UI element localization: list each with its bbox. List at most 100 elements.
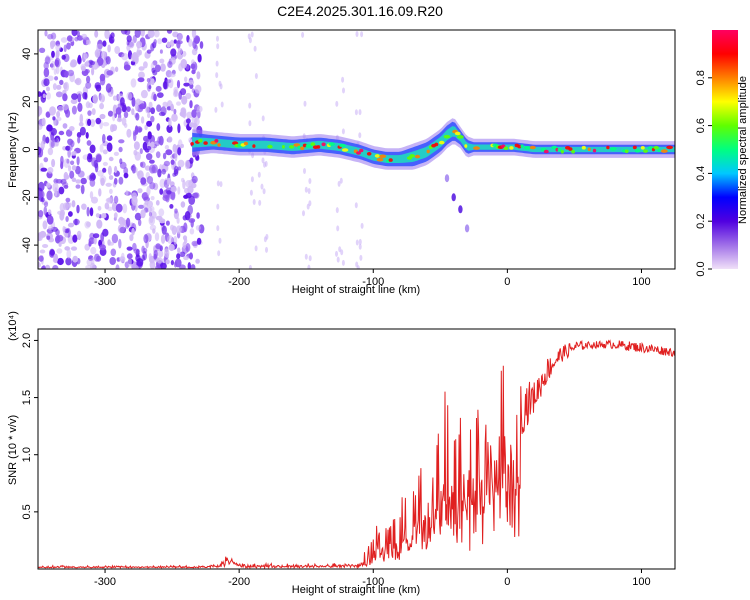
noise-blob (177, 186, 181, 195)
noise-blob (158, 218, 166, 224)
noise-blob (47, 75, 54, 82)
noise-blob (122, 104, 127, 113)
noise-blob (63, 44, 67, 53)
noise-blob (76, 156, 80, 166)
snr-frame (37, 328, 676, 570)
noise-blob (105, 83, 112, 93)
noise-blob (43, 67, 50, 78)
noise-blob (184, 187, 189, 194)
snr-x-axis-label: Height of straight line (km) (292, 584, 420, 596)
faint-streak (308, 178, 312, 184)
noise-blob (64, 246, 70, 251)
noise-blob (46, 92, 51, 100)
noise-blob (179, 111, 184, 117)
noise-blob (80, 184, 85, 195)
noise-blob (180, 58, 188, 69)
spectrogram-y-tick-label: 0 (21, 146, 33, 152)
signal-speckle (217, 143, 221, 147)
secondary-trace-point (451, 193, 456, 202)
noise-blob (62, 93, 68, 102)
noise-blob (47, 225, 54, 231)
noise-blob (112, 95, 117, 101)
noise-blob (75, 184, 81, 189)
noise-blob (138, 219, 142, 227)
noise-blob (145, 106, 150, 114)
spectrogram-x-tick-label: -100 (362, 276, 384, 288)
noise-blob (126, 35, 132, 43)
noise-blob (76, 204, 80, 214)
signal-speckle (609, 147, 617, 151)
noise-blob (155, 200, 160, 206)
noise-blob (79, 113, 84, 124)
noise-blob (131, 164, 136, 174)
signal-speckle (214, 139, 219, 143)
noise-blob (196, 237, 202, 245)
noise-blob (176, 253, 181, 260)
signal-speckle (281, 145, 285, 149)
noise-blob (39, 47, 46, 53)
faint-streak (360, 222, 364, 229)
noise-blob (56, 111, 61, 118)
noise-blob (162, 101, 168, 108)
signal-speckle (321, 142, 326, 147)
noise-blob (78, 121, 84, 127)
faint-streak (341, 76, 345, 83)
noise-blob (150, 115, 155, 123)
noise-blob (183, 255, 189, 261)
noise-blob (70, 98, 78, 104)
noise-blob (173, 86, 179, 94)
noise-blob (143, 196, 151, 202)
signal-speckle (203, 141, 208, 145)
faint-streak (257, 171, 261, 178)
signal-speckle (520, 144, 524, 148)
signal-speckle (376, 157, 384, 162)
noise-blob (91, 174, 97, 180)
noise-blob (70, 160, 75, 166)
noise-blob (55, 50, 60, 58)
noise-blob (176, 101, 181, 106)
noise-blob (188, 218, 196, 223)
noise-blob (58, 130, 65, 136)
signal-speckle (606, 145, 610, 150)
noise-blob (123, 172, 129, 179)
noise-blob (161, 37, 168, 43)
signal-speckle (632, 145, 637, 150)
noise-blob (86, 75, 91, 84)
noise-blob (194, 84, 202, 94)
noise-blob (182, 235, 188, 241)
noise-blob (42, 244, 49, 248)
noise-blob (84, 243, 90, 251)
faint-streak (301, 31, 305, 38)
faint-streak (260, 183, 264, 190)
noise-blob (194, 37, 200, 45)
noise-blob (189, 252, 193, 260)
noise-blob (193, 192, 200, 199)
faint-streak (218, 237, 222, 244)
signal-speckle (660, 149, 668, 153)
faint-streak (341, 259, 345, 266)
signal-speckle (592, 148, 597, 153)
noise-blob (43, 206, 48, 216)
noise-blob (42, 93, 46, 99)
secondary-trace-point (458, 205, 463, 214)
spectrogram-noise-layer (38, 30, 364, 269)
faint-streak (261, 115, 265, 122)
signal-speckle (640, 146, 645, 150)
faint-streak (358, 243, 362, 250)
noise-blob (101, 50, 107, 59)
noise-blob (91, 257, 95, 267)
faint-streak (249, 189, 253, 196)
noise-blob (159, 262, 167, 269)
noise-blob (136, 50, 141, 58)
noise-blob (98, 188, 102, 197)
noise-blob (107, 165, 112, 176)
noise-blob (46, 124, 53, 132)
noise-blob (76, 30, 81, 37)
noise-blob (154, 64, 161, 73)
noise-blob (186, 118, 191, 124)
noise-blob (62, 225, 66, 233)
noise-blob (156, 92, 164, 98)
snr-multiplier-label: (x10⁴) (7, 311, 19, 341)
noise-blob (181, 50, 187, 57)
noise-blob (67, 148, 71, 158)
